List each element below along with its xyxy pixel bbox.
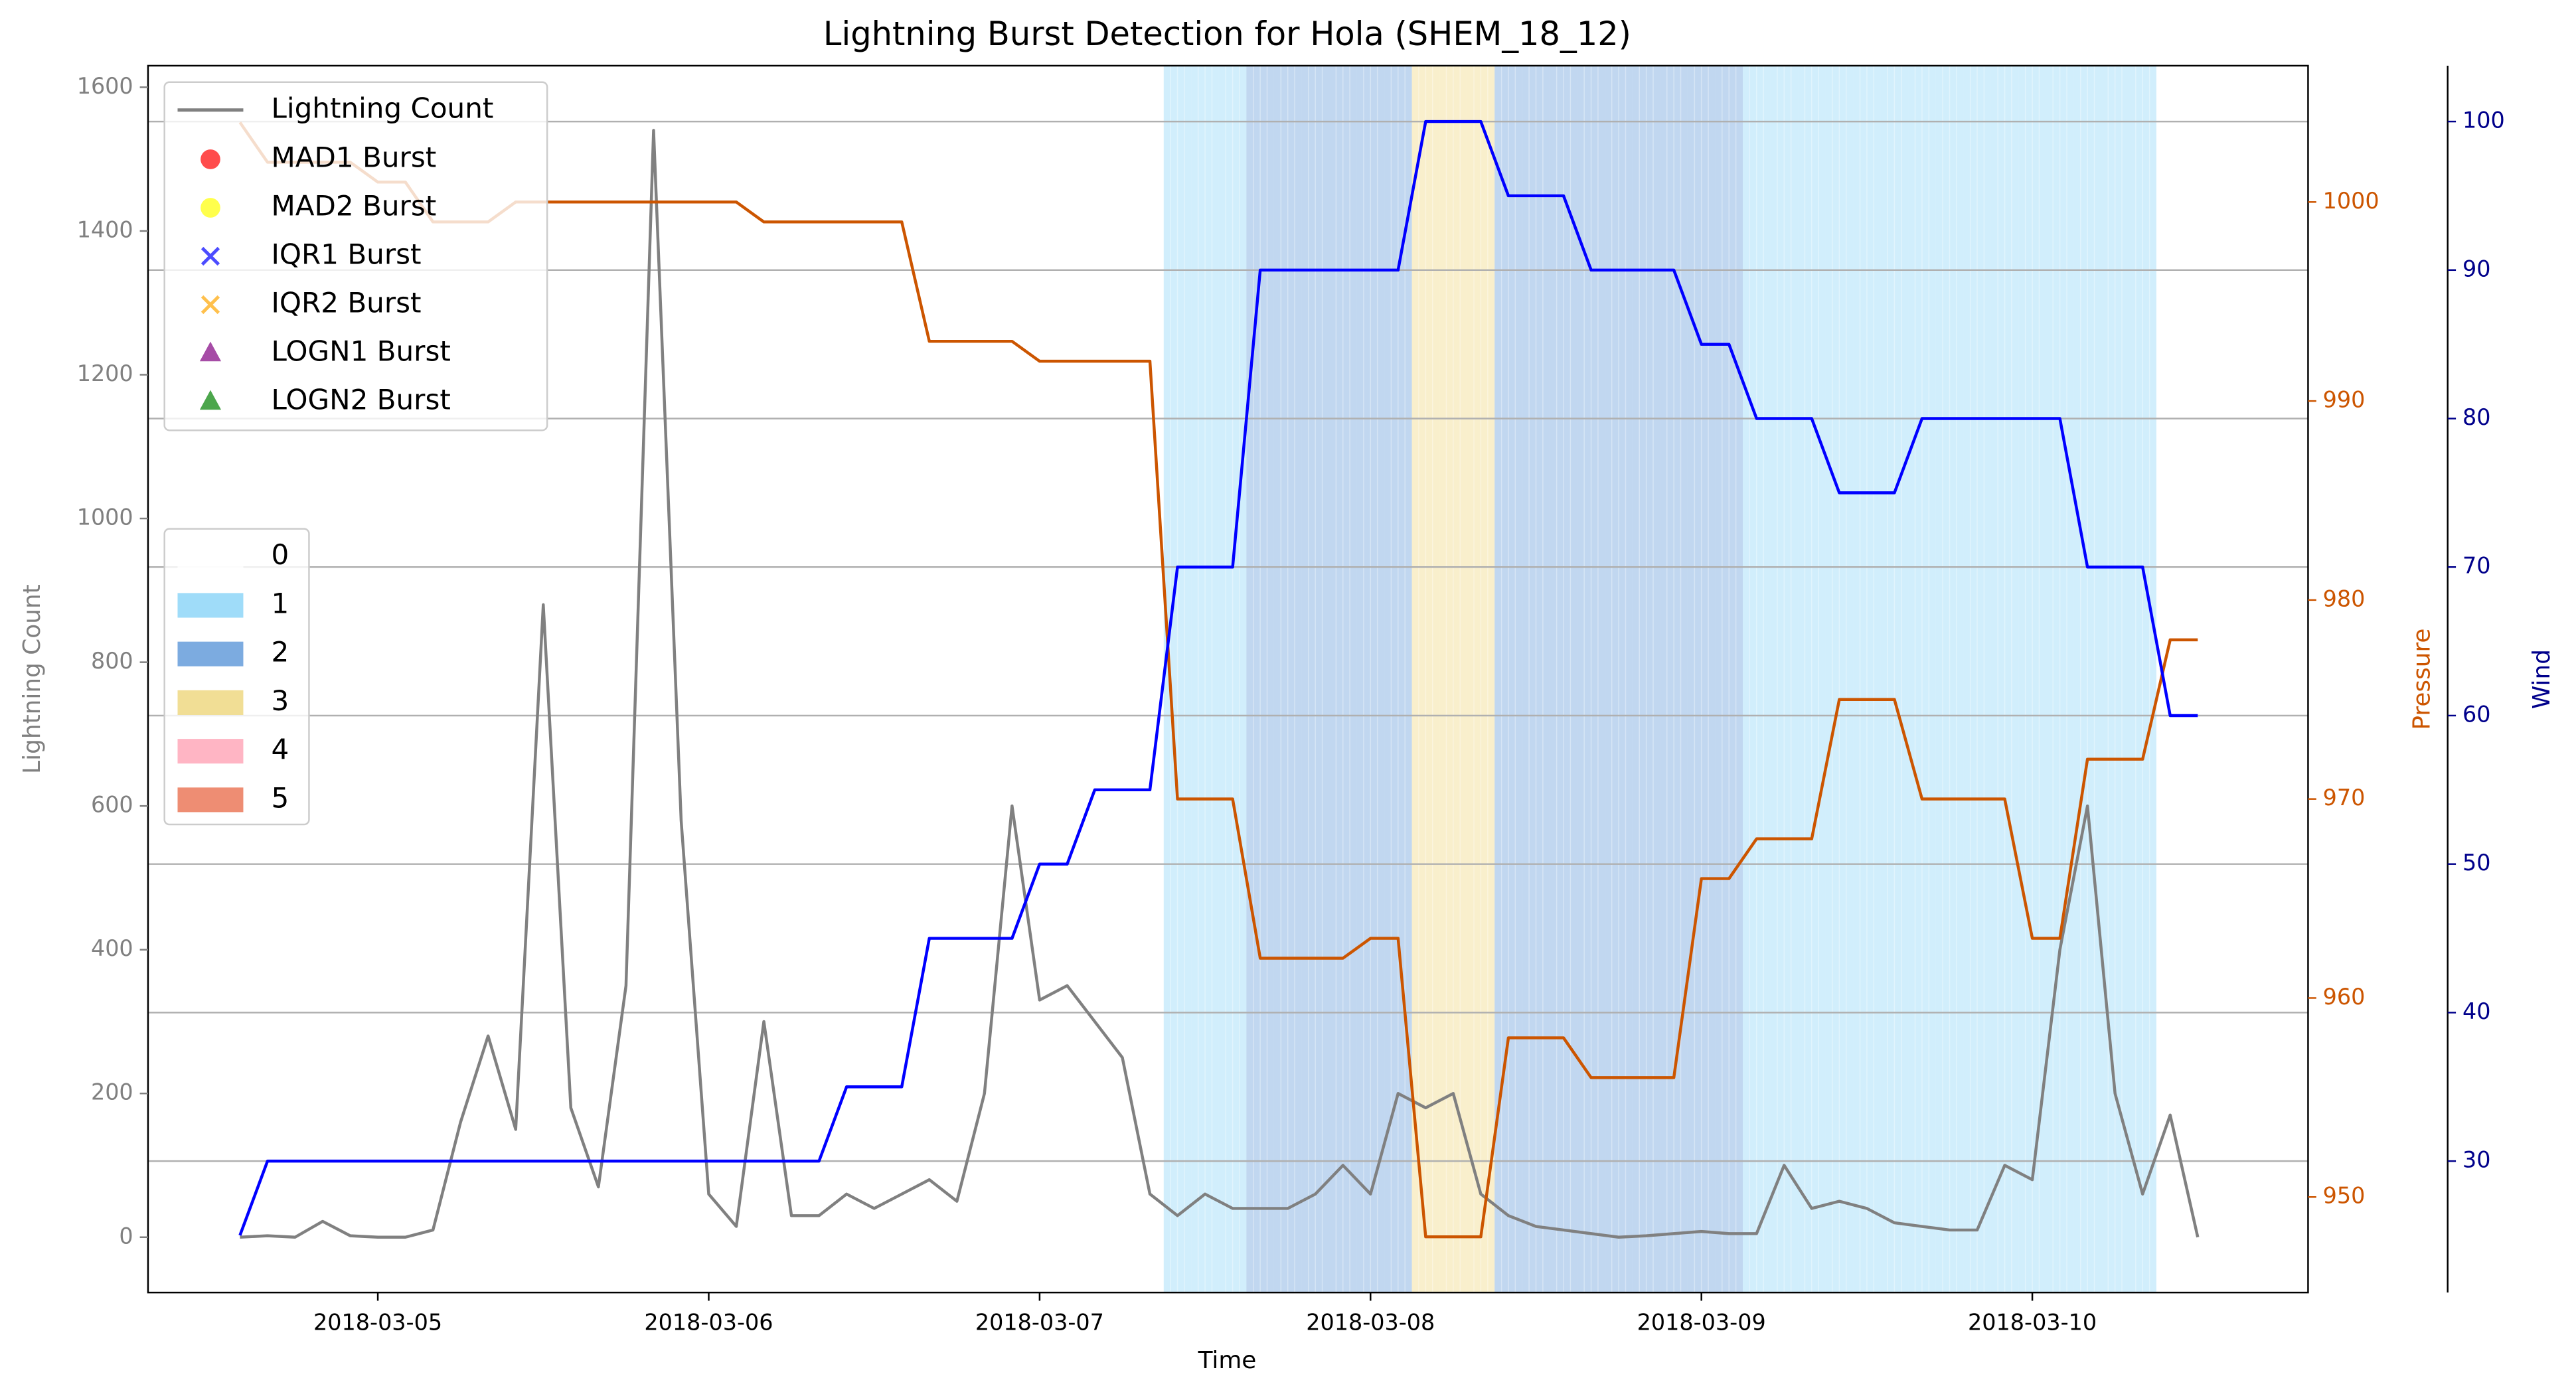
series-line — [238, 119, 2198, 1236]
y2-tick-label: 960 — [2323, 984, 2366, 1010]
y2-tick-label: 950 — [2323, 1183, 2366, 1209]
y2-tick-label: 990 — [2323, 387, 2366, 413]
legend-marker — [201, 198, 220, 218]
y-tick-label: 1000 — [77, 504, 133, 530]
y3-tick-label: 30 — [2462, 1147, 2491, 1173]
y3-tick-label: 80 — [2462, 404, 2491, 430]
legend-label: MAD2 Burst — [272, 189, 437, 222]
y2-tick-label: 980 — [2323, 585, 2366, 611]
x-tick-label: 2018-03-07 — [975, 1310, 1104, 1336]
y-tick-label: 0 — [119, 1223, 133, 1249]
legend-label: 2 — [272, 636, 289, 668]
legend-swatch — [177, 544, 244, 570]
legend-label: 0 — [272, 538, 289, 571]
y-tick-label: 400 — [91, 935, 133, 961]
legend-label: 1 — [272, 587, 289, 619]
y-tick-label: 1600 — [77, 73, 133, 99]
x-tick-label: 2018-03-06 — [644, 1310, 773, 1336]
y-tick-label: 800 — [91, 648, 133, 674]
y3-tick-label: 50 — [2462, 850, 2491, 876]
y2-tick-label: 970 — [2323, 785, 2366, 811]
legend-label: MAD1 Burst — [272, 141, 437, 173]
legend-label: LOGN1 Burst — [272, 335, 451, 367]
legend-label: IQR1 Burst — [272, 238, 422, 270]
legend-swatch — [177, 690, 244, 715]
x-tick-label: 2018-03-05 — [313, 1310, 442, 1336]
x-tick-label: 2018-03-10 — [1968, 1310, 2097, 1336]
y3-tick-label: 40 — [2462, 998, 2491, 1024]
x-axis-label: Time — [1198, 1347, 1257, 1374]
legend-label: 5 — [272, 781, 289, 814]
legend-marker — [199, 390, 222, 410]
legends: Lightning Count MAD1 Burst MAD2 Burst IQR1 … — [163, 81, 548, 826]
legend-marker — [201, 295, 220, 315]
y-tick-label: 1200 — [77, 360, 133, 386]
legend-marker — [201, 246, 220, 266]
legend-label: LOGN2 Burst — [272, 383, 451, 416]
intensity-bands — [1163, 65, 2156, 1293]
legend-label: IQR2 Burst — [272, 286, 422, 319]
y3-tick-label: 60 — [2462, 701, 2491, 727]
lines — [238, 119, 2200, 1239]
legend-label: Lightning Count — [272, 92, 494, 124]
y3-tick-label: 100 — [2462, 108, 2505, 133]
series-line — [238, 121, 2198, 1239]
legend-swatch — [177, 739, 244, 764]
legend-marker — [199, 341, 222, 362]
legend-label: 4 — [272, 733, 289, 765]
y-tick-label: 1400 — [77, 216, 133, 242]
x-tick-label: 2018-03-09 — [1637, 1310, 1766, 1336]
legend-box — [163, 528, 310, 826]
y2-tick-label: 1000 — [2323, 188, 2379, 214]
y3-tick-label: 90 — [2462, 256, 2491, 281]
legend-marker — [201, 149, 220, 169]
x-tick-label: 2018-03-08 — [1306, 1310, 1435, 1336]
plot-frame — [147, 64, 2309, 1294]
axes: 2018-03-05 2018-03-06 2018-03-07 2018-03-08… — [19, 64, 2555, 1336]
y-axis-label: Lightning Count — [19, 584, 46, 774]
y2-axis-label: Pressure — [2409, 628, 2436, 730]
legend-swatch — [177, 593, 244, 618]
series-line — [240, 129, 2200, 1239]
y-tick-label: 600 — [91, 792, 133, 818]
legend-box — [163, 81, 548, 431]
y3-tick-label: 70 — [2462, 553, 2491, 579]
y3-axis-label: Wind — [2528, 649, 2555, 709]
legend-swatch — [177, 787, 244, 813]
legend-label: 3 — [272, 684, 289, 717]
chart-title: Lightning Burst Detection for Hola (SHEM… — [823, 15, 1631, 53]
y-tick-label: 200 — [91, 1079, 133, 1105]
legend-swatch — [177, 641, 244, 666]
